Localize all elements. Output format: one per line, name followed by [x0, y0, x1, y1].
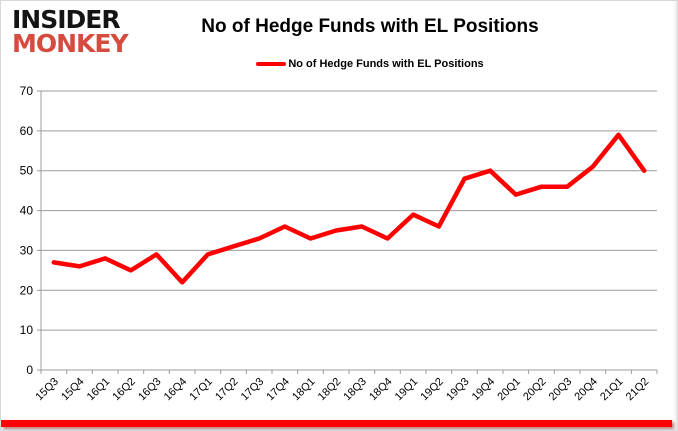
x-axis-label: 20Q4	[572, 376, 600, 404]
legend-line-swatch	[256, 62, 287, 66]
chart-title: No of Hedge Funds with EL Positions	[201, 16, 539, 37]
bottom-accent-bar	[1, 420, 672, 427]
x-axis-label: 21Q1	[598, 376, 626, 404]
x-axis-label: 16Q1	[85, 376, 113, 404]
y-axis-label: 30	[20, 243, 34, 257]
x-axis-label: 16Q2	[110, 376, 138, 404]
chart-legend: No of Hedge Funds with EL Positions	[101, 58, 639, 70]
x-axis-label: 19Q4	[470, 376, 498, 404]
x-axis-label: 19Q1	[393, 376, 421, 404]
x-axis-label: 18Q3	[341, 376, 369, 404]
y-axis-label: 0	[26, 363, 33, 377]
insider-monkey-logo: INSIDER MONKEY	[12, 5, 129, 58]
x-axis-label: 17Q4	[264, 376, 292, 404]
legend-label: No of Hedge Funds with EL Positions	[288, 58, 484, 70]
x-axis-label: 18Q4	[367, 376, 395, 404]
y-axis-label: 40	[20, 204, 34, 218]
logo-line-insider: INSIDER	[12, 5, 121, 34]
x-axis-label: 17Q1	[187, 376, 215, 404]
x-axis-label: 15Q4	[59, 376, 87, 404]
x-axis-label: 17Q2	[213, 376, 241, 404]
x-axis-label: 16Q4	[162, 376, 190, 404]
x-axis-label: 17Q3	[239, 376, 267, 404]
x-axis-label: 19Q2	[418, 376, 446, 404]
x-axis-label: 18Q1	[290, 376, 318, 404]
x-axis-label: 21Q2	[624, 376, 652, 404]
x-axis-label: 20Q1	[495, 376, 523, 404]
y-axis-label: 70	[20, 84, 34, 98]
x-axis-label: 19Q3	[444, 376, 472, 404]
y-axis-label: 60	[20, 124, 34, 138]
x-axis-label: 20Q3	[547, 376, 575, 404]
series-line	[51, 132, 647, 285]
y-axis-label: 20	[20, 283, 34, 297]
x-axis-label: 16Q3	[136, 376, 164, 404]
x-axis-label: 15Q3	[33, 376, 61, 404]
logo-line-monkey: MONKEY	[12, 28, 129, 58]
x-axis-label: 20Q2	[521, 376, 549, 404]
x-axis-label: 18Q2	[316, 376, 344, 404]
y-axis-label: 50	[20, 164, 34, 178]
y-axis-label: 10	[20, 323, 34, 337]
